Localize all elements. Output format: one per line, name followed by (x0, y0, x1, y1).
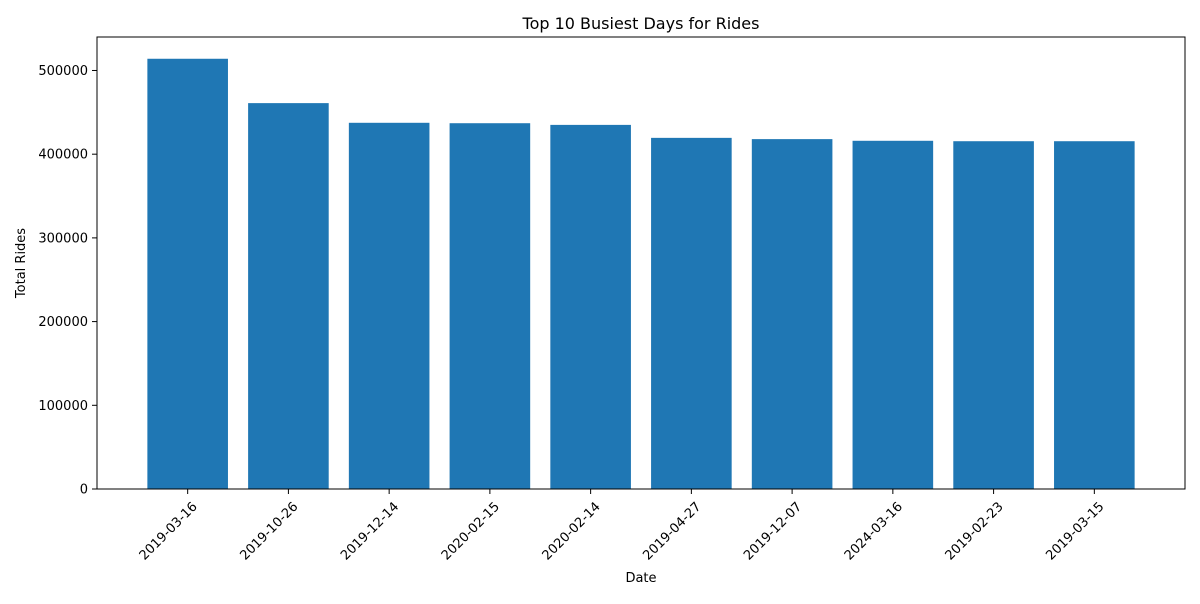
x-tick-label: 2019-10-26 (237, 499, 301, 563)
bar-2019-03-15 (1054, 141, 1135, 489)
bar-2019-12-07 (751, 139, 833, 489)
x-tick-label: 2019-12-07 (741, 499, 805, 563)
x-axis: 2019-03-16 2019-10-26 2019-12-14 2020-02-15… (137, 489, 1107, 563)
bar-2019-04-27 (651, 137, 732, 489)
y-axis: 0 100000 200000 300000 400000 500000 (38, 64, 97, 498)
x-tick-label: 2020-02-14 (540, 499, 604, 563)
bars-group (147, 58, 1135, 490)
chart-title: Top 10 Busiest Days for Rides (522, 14, 760, 33)
y-axis-label: Total Rides (14, 228, 29, 299)
y-tick-label: 300000 (38, 231, 88, 246)
bar-2019-02-23 (953, 141, 1034, 489)
bar-2020-02-15 (449, 123, 531, 489)
bar-2020-02-14 (550, 124, 631, 489)
bar-2019-03-16 (147, 58, 228, 489)
bar-2019-10-26 (248, 103, 329, 490)
bar-2019-12-14 (348, 122, 430, 489)
plot-frame (96, 36, 1186, 490)
y-tick-label: 100000 (38, 399, 88, 414)
x-tick-label: 2019-03-16 (137, 499, 201, 563)
y-tick-label: 400000 (38, 148, 88, 163)
x-tick-label: 2024-03-16 (842, 499, 906, 563)
bar-2024-03-16 (852, 140, 934, 489)
y-tick-label: 200000 (38, 315, 88, 330)
x-axis-label: Date (625, 571, 656, 586)
x-tick-label: 2020-02-15 (439, 499, 503, 563)
y-tick-label: 0 (80, 483, 88, 498)
x-tick-label: 2019-04-27 (640, 499, 704, 563)
x-tick-label: 2019-02-23 (943, 499, 1007, 563)
x-tick-label: 2019-03-15 (1043, 499, 1107, 563)
x-tick-label: 2019-12-14 (338, 499, 402, 563)
y-tick-label: 500000 (38, 64, 88, 79)
